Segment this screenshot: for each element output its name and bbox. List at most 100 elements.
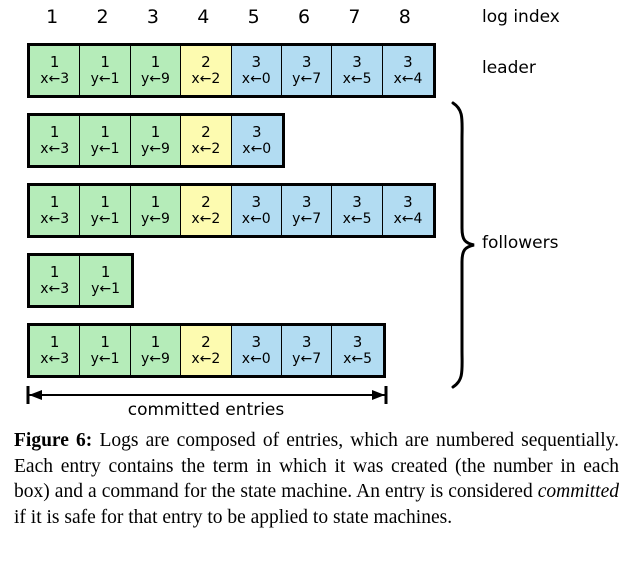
entry-command: y←9	[141, 210, 170, 227]
log-entry: 3 x←5	[332, 326, 383, 375]
entry-command: y←7	[292, 350, 322, 367]
log-entry: 3 x←4	[382, 46, 434, 95]
log-entry: 1 x←3	[30, 326, 81, 375]
entry-term: 1	[100, 52, 110, 71]
log-index-3: 3	[146, 6, 159, 28]
log-entry: 1 y←9	[130, 116, 182, 165]
log-entry: 2 x←2	[181, 46, 232, 95]
entry-term: 1	[100, 262, 111, 281]
entry-term: 3	[301, 192, 312, 211]
log-entry: 1 x←3	[30, 46, 81, 95]
leader-log: 1 x←3 1 y←1 1 y←9 2 x←2 3 x←0 3 y←7 3 x←5 3 x←4	[27, 43, 437, 98]
log-entry: 1 y←1	[80, 186, 131, 235]
entry-command: x←0	[241, 70, 271, 87]
entry-command: x←3	[40, 350, 70, 367]
follower-log-2: 1 x←3 1 y←1 1 y←9 2 x←2 3 x←0 3 y←7 3 x←5 3 x←4	[27, 183, 437, 238]
log-entry: 3 x←0	[231, 326, 282, 375]
figure-caption: Figure 6: Logs are composed of entries, …	[14, 428, 619, 530]
log-entry: 1 x←3	[30, 186, 81, 235]
entry-command: x←0	[241, 350, 271, 367]
entry-command: x←3	[40, 140, 70, 157]
log-entry: 1 y←9	[130, 186, 182, 235]
entry-term: 3	[251, 332, 262, 351]
entry-term: 3	[403, 52, 413, 71]
entry-command: x←0	[242, 140, 272, 157]
entry-command: x←2	[191, 350, 221, 367]
entry-term: 2	[201, 332, 211, 351]
entry-term: 1	[49, 192, 60, 211]
entry-command: x←4	[393, 210, 423, 227]
entry-term: 3	[251, 52, 262, 71]
log-entry: 2 x←2	[181, 186, 232, 235]
entry-term: 1	[49, 262, 60, 281]
entry-command: y←1	[90, 210, 120, 227]
entry-command: x←2	[191, 210, 221, 227]
entry-term: 3	[301, 52, 312, 71]
caption-figure-label: Figure 6:	[14, 430, 93, 451]
log-entry: 1 x←3	[30, 256, 81, 305]
entry-command: y←9	[141, 350, 170, 367]
log-entry: 1 y←1	[80, 256, 131, 305]
log-index-6: 6	[298, 6, 311, 28]
caption-text-2: if it is safe for that entry to be appli…	[14, 506, 453, 528]
entry-term: 1	[49, 332, 60, 351]
entry-command: x←3	[40, 210, 70, 227]
entry-command: x←3	[40, 280, 70, 297]
log-entry: 3 x←5	[332, 186, 383, 235]
entry-term: 3	[403, 192, 413, 211]
log-entry: 1 y←9	[130, 326, 182, 375]
followers-brace	[448, 100, 480, 390]
log-index-2: 2	[96, 6, 109, 28]
leader-label: leader	[482, 58, 536, 78]
entry-command: y←7	[292, 210, 322, 227]
caption-text-1: Logs are composed of entries, which are …	[14, 430, 619, 502]
entry-command: y←9	[141, 140, 170, 157]
log-entry: 1 x←3	[30, 116, 81, 165]
caption-emphasis: committed	[537, 481, 619, 502]
entry-term: 1	[150, 122, 161, 141]
entry-term: 1	[150, 52, 161, 71]
log-entry: 3 x←5	[332, 46, 383, 95]
entry-term: 3	[352, 52, 362, 71]
entry-command: x←2	[191, 70, 221, 87]
log-entry: 2 x←2	[181, 116, 232, 165]
log-index-1: 1	[46, 6, 59, 28]
entry-term: 1	[150, 192, 161, 211]
committed-entries-label: committed entries	[127, 400, 285, 420]
log-index-5: 5	[247, 6, 260, 28]
log-index-label: log index	[482, 7, 560, 27]
entry-term: 1	[49, 52, 60, 71]
followers-label: followers	[482, 233, 559, 253]
entry-term: 2	[201, 122, 211, 141]
entry-term: 3	[301, 332, 312, 351]
entry-command: x←2	[191, 140, 221, 157]
log-entry: 3 y←7	[281, 46, 333, 95]
log-entry: 3 x←0	[231, 186, 282, 235]
log-entry: 3 y←7	[281, 186, 333, 235]
log-entry: 3 x←0	[231, 46, 282, 95]
follower-log-3: 1 x←3 1 y←1	[27, 253, 134, 308]
follower-log-1: 1 x←3 1 y←1 1 y←9 2 x←2 3 x←0	[27, 113, 285, 168]
log-entry: 1 y←9	[130, 46, 182, 95]
log-index-header: 1 2 3 4 5 6 7 8	[27, 2, 430, 34]
log-index-7: 7	[348, 6, 361, 28]
entry-term: 3	[251, 192, 262, 211]
entry-term: 1	[49, 122, 60, 141]
entry-term: 3	[251, 122, 262, 141]
entry-command: y←1	[91, 280, 121, 297]
log-entry: 3 x←4	[382, 186, 434, 235]
log-entry: 1 y←1	[80, 116, 131, 165]
entry-term: 2	[201, 192, 211, 211]
entry-command: x←0	[241, 210, 271, 227]
entry-term: 3	[352, 332, 363, 351]
log-entry: 1 y←1	[80, 46, 131, 95]
entry-command: x←5	[343, 350, 372, 367]
entry-command: x←4	[393, 70, 423, 87]
log-entry: 1 y←1	[80, 326, 131, 375]
entry-term: 2	[201, 52, 211, 71]
entry-term: 1	[100, 122, 110, 141]
entry-command: y←9	[141, 70, 170, 87]
log-index-4: 4	[197, 6, 210, 28]
entry-command: x←5	[342, 210, 372, 227]
